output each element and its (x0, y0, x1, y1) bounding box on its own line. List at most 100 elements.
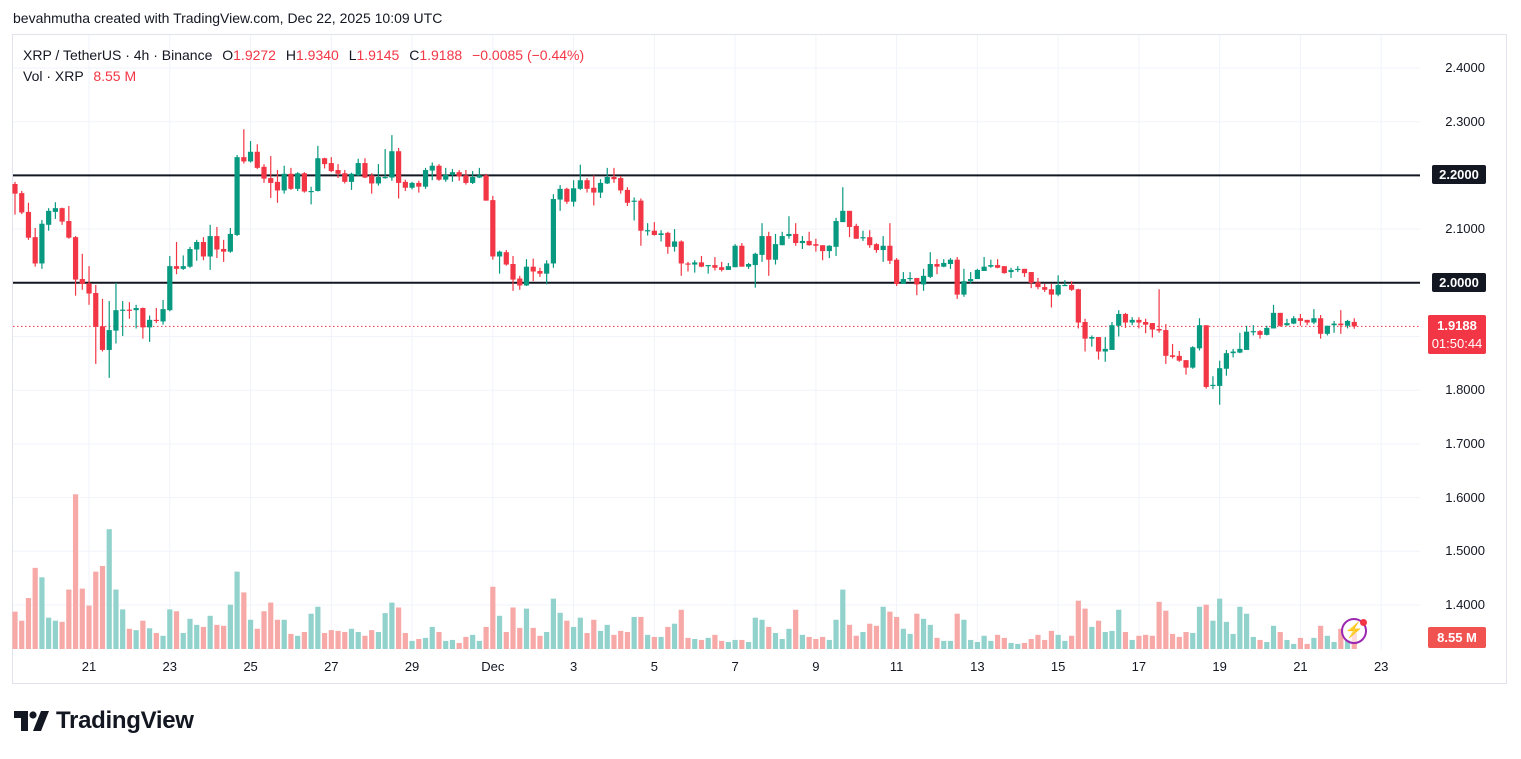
volume-bar (820, 636, 826, 649)
volume-bar (725, 642, 731, 649)
candle-down (1176, 355, 1182, 361)
volume-title[interactable]: Vol · XRP (23, 68, 84, 84)
volume-bar (1324, 635, 1330, 649)
volume-bar (180, 632, 186, 649)
candle-down (719, 267, 725, 270)
candle-down (1075, 289, 1081, 323)
candle-up (476, 175, 482, 178)
volume-bar (544, 632, 550, 649)
volume-bar (604, 624, 610, 649)
volume-bar (227, 604, 233, 649)
volume-bar (739, 639, 745, 649)
volume-bar (409, 640, 415, 649)
volume-bar (321, 632, 328, 649)
volume-bar (826, 639, 832, 649)
candle-down (362, 163, 368, 178)
bar-countdown: 01:50:44 (1431, 336, 1483, 351)
volume-bar (1102, 632, 1108, 649)
volume-bar (59, 621, 65, 649)
candle-down (66, 221, 72, 238)
volume-bar (954, 613, 960, 649)
close-value: 1.9188 (419, 47, 463, 63)
candle-up (645, 230, 651, 232)
volume-bar (288, 633, 294, 649)
candle-up (523, 266, 530, 286)
candle-up (941, 262, 947, 267)
volume-bar (867, 623, 873, 649)
tradingview-logo-icon (14, 711, 49, 731)
candle-up (281, 173, 287, 191)
volume-bar (981, 635, 987, 649)
volume-bar (920, 618, 927, 649)
candle-down (463, 175, 469, 183)
change-value: −0.0085 (−0.44%) (472, 47, 585, 63)
volume-bar (443, 640, 449, 649)
candle-down (254, 151, 260, 168)
candle-up (577, 180, 583, 189)
volume-bar (772, 632, 779, 649)
volume-bar (147, 628, 153, 649)
candle-up (597, 182, 604, 193)
candle-up (961, 281, 967, 295)
volume-bar (591, 619, 597, 649)
date-tick-label: 27 (324, 659, 339, 674)
candle-down (221, 248, 227, 252)
candle-up (550, 199, 556, 264)
volume-bar (806, 636, 812, 649)
candle-up (113, 310, 119, 331)
candle-up (725, 266, 731, 270)
date-tick-label: 5 (650, 659, 658, 674)
candle-up (705, 265, 711, 267)
price-tick-label: 2.3000 (1445, 113, 1485, 129)
candle-down (1297, 318, 1304, 321)
volume-bar (645, 634, 651, 649)
volume-bar (496, 615, 503, 649)
volume-bar (490, 586, 496, 649)
price-tick-label: 1.8000 (1445, 382, 1485, 398)
candle-up (1089, 337, 1095, 339)
candle-down (712, 265, 718, 268)
candle-down (72, 237, 79, 280)
candle-down (200, 241, 207, 257)
candle-up (39, 223, 45, 264)
volume-bar (880, 606, 886, 649)
candle-down (591, 187, 597, 193)
candle-down (584, 180, 590, 189)
tradingview-logo[interactable]: TradingView (14, 707, 194, 735)
volume-bar (961, 619, 967, 649)
candle-up (234, 157, 240, 236)
candle-up (759, 236, 765, 255)
candle-down (261, 166, 267, 179)
candle-down (1048, 289, 1055, 295)
candle-down (153, 319, 159, 322)
candle-up (295, 173, 301, 189)
candle-down (624, 189, 631, 203)
candle-up (187, 248, 193, 267)
volume-bar (1048, 630, 1055, 649)
volume-bar (93, 571, 99, 649)
candle-down (25, 211, 32, 238)
date-tick-label: 9 (812, 659, 820, 674)
candle-down (503, 252, 509, 265)
candle-up (988, 265, 994, 267)
volume-bar (1109, 630, 1115, 649)
candle-up (422, 170, 429, 187)
candle-down (685, 263, 691, 265)
candle-down (611, 177, 617, 180)
volume-bar (698, 639, 705, 649)
chart-legend: XRP / TetherUS · 4h · Binance O1.9272 H1… (23, 45, 584, 87)
volume-bar (32, 567, 38, 649)
volume-bar (624, 632, 631, 649)
volume-bar (140, 620, 146, 649)
candle-down (1277, 312, 1283, 326)
volume-bar (1015, 643, 1021, 649)
volume-bar (382, 613, 388, 649)
candle-up (1129, 319, 1135, 323)
volume-bar (799, 634, 806, 649)
lightning-bolt-icon[interactable]: ⚡ (1341, 618, 1367, 644)
candle-up (382, 177, 388, 179)
symbol-title[interactable]: XRP / TetherUS · 4h · Binance (23, 47, 213, 63)
volume-bar (295, 635, 301, 649)
volume-bar (335, 630, 341, 649)
